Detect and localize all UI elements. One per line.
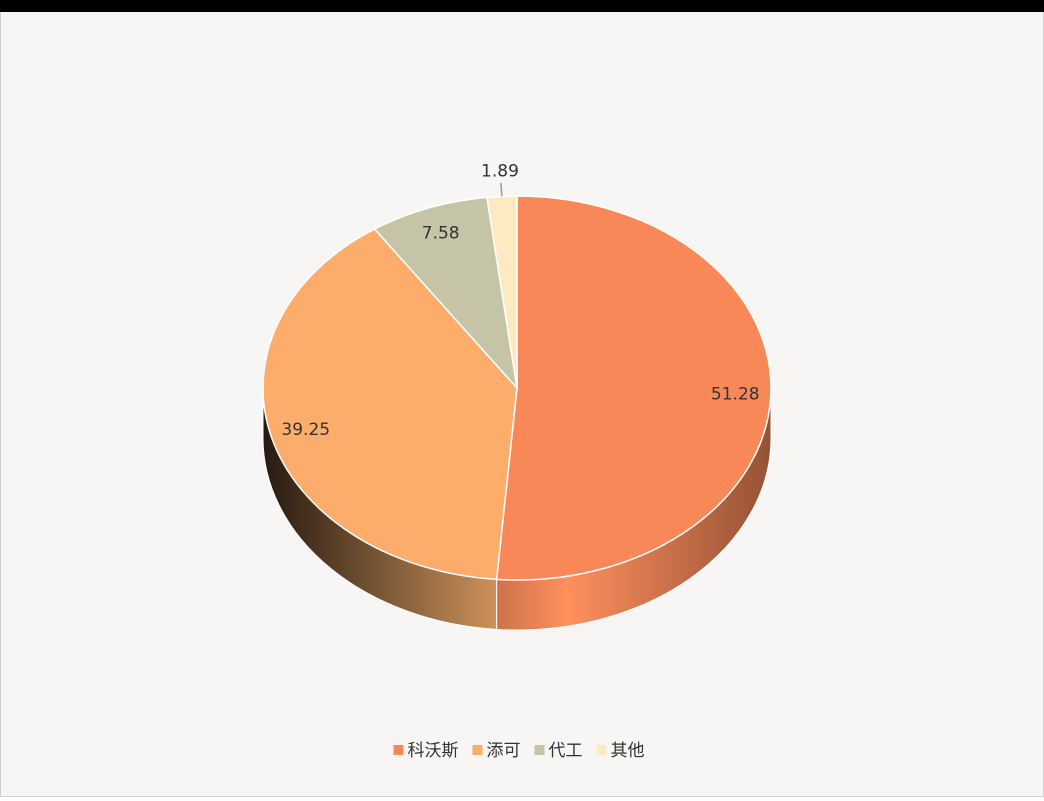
data-label: 39.25: [281, 420, 330, 440]
legend-swatch: [596, 745, 607, 755]
slice: [262, 228, 518, 581]
data-label: 7.58: [422, 223, 460, 243]
slice: [373, 196, 519, 391]
slice: [495, 195, 772, 581]
legend-swatch: [393, 745, 404, 755]
legend-label: 添可: [487, 741, 521, 761]
legend-label: 其他: [611, 741, 645, 761]
leader-line: [500, 182, 503, 197]
legend-label: 代工: [549, 741, 583, 761]
top-bar: [0, 0, 1044, 12]
legend-label: 科沃斯: [408, 741, 459, 761]
legend-swatch: [534, 745, 545, 755]
legend-swatch: [472, 745, 483, 755]
data-label: 51.28: [711, 385, 760, 405]
data-label: 1.89: [481, 161, 519, 181]
